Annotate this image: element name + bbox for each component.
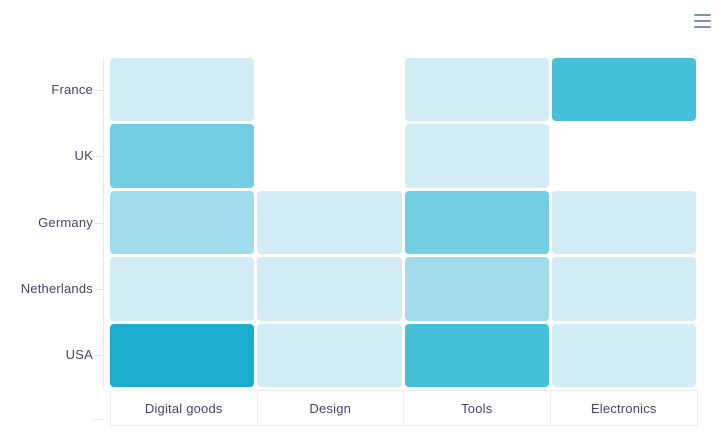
x-axis-labels: Digital goods Design Tools Electronics	[110, 390, 698, 426]
x-axis-label: Electronics	[590, 400, 657, 416]
y-axis-tick	[95, 89, 103, 91]
heatmap-cell-empty	[552, 124, 696, 187]
export-menu-button[interactable]	[694, 14, 711, 28]
y-axis-label: Netherlands	[20, 280, 93, 296]
heatmap-cell[interactable]	[551, 323, 696, 387]
heatmap-cell[interactable]	[404, 58, 549, 122]
menu-bar-icon	[694, 19, 711, 23]
heatmap-cell[interactable]	[110, 257, 255, 321]
y-axis-tick	[95, 355, 103, 357]
heatmap-cell[interactable]	[110, 190, 255, 255]
heatmap-cell[interactable]	[110, 323, 255, 387]
heatmap-grid	[110, 58, 696, 387]
heatmap-cell-empty	[257, 58, 401, 121]
heatmap-cell[interactable]	[257, 257, 402, 321]
y-axis-label: Germany	[38, 214, 93, 230]
heatmap-cell[interactable]	[257, 323, 402, 387]
x-axis-label: Tools	[404, 391, 551, 425]
y-axis-label: France	[51, 81, 93, 97]
y-axis-tick	[95, 156, 103, 158]
menu-bar-icon	[694, 14, 711, 17]
menu-bar-icon	[694, 25, 711, 28]
y-axis-tick	[95, 222, 103, 224]
heatmap-cell[interactable]	[110, 124, 255, 188]
heatmap-cell[interactable]	[404, 190, 549, 255]
y-axis-tick	[95, 288, 103, 290]
y-axis-label: UK	[74, 148, 93, 164]
heatmap-cell[interactable]	[551, 58, 696, 122]
heatmap-cell[interactable]	[257, 190, 402, 255]
x-axis-tick	[92, 419, 103, 420]
y-axis-line	[103, 58, 104, 388]
y-axis-label: USA	[65, 347, 93, 363]
heatmap-cell[interactable]	[404, 124, 549, 188]
heatmap-cell[interactable]	[404, 257, 549, 321]
x-axis-label: Digital goods	[111, 391, 258, 425]
heatmap-cell-empty	[257, 124, 401, 187]
heatmap-cell[interactable]	[404, 323, 549, 387]
heatmap-cell[interactable]	[551, 257, 696, 321]
heatmap-cell[interactable]	[551, 190, 696, 255]
heatmap-cell[interactable]	[110, 58, 255, 122]
x-axis-label: Design	[258, 391, 404, 425]
